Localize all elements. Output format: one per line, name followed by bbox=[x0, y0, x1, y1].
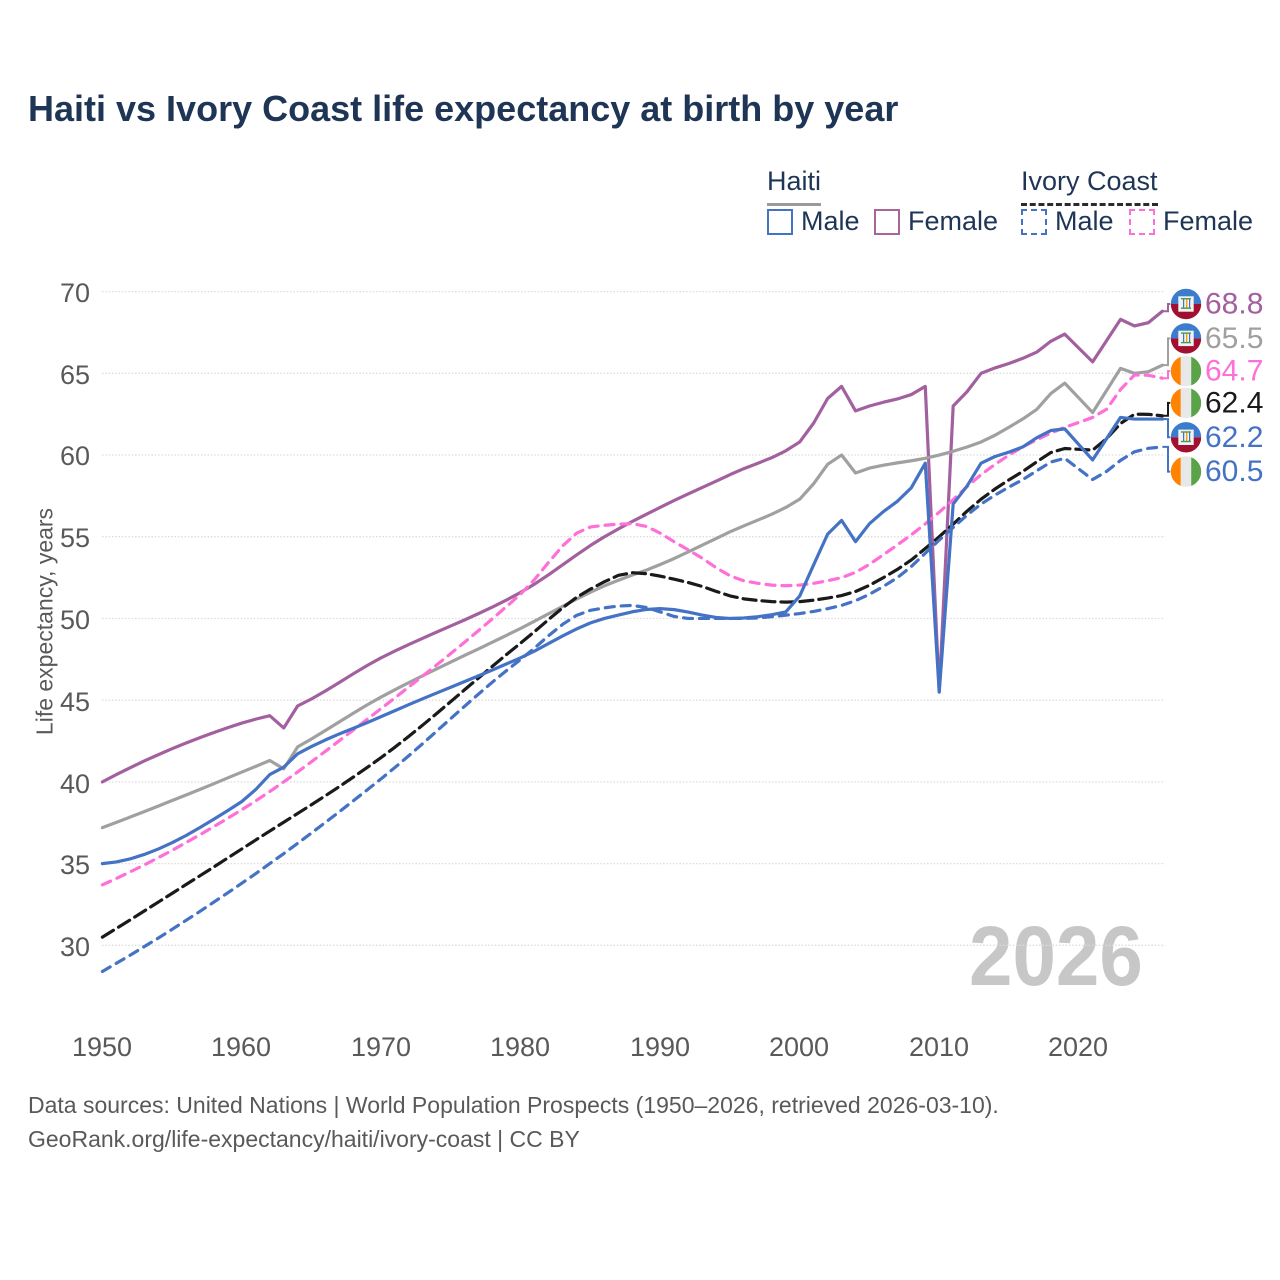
svg-text:60.5: 60.5 bbox=[1205, 455, 1263, 488]
svg-text:68.8: 68.8 bbox=[1205, 288, 1263, 321]
svg-text:64.7: 64.7 bbox=[1205, 355, 1263, 388]
svg-text:65.5: 65.5 bbox=[1205, 322, 1263, 355]
svg-text:62.2: 62.2 bbox=[1205, 421, 1263, 454]
svg-text:62.4: 62.4 bbox=[1205, 386, 1263, 419]
